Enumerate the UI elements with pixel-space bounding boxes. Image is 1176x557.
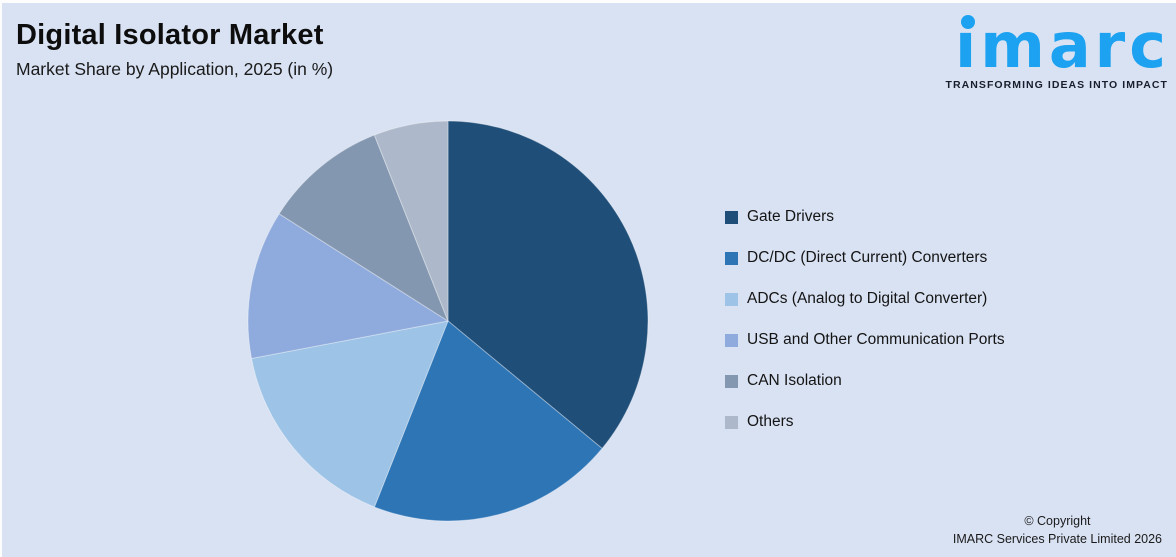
legend-swatch-icon xyxy=(725,333,738,347)
pie-chart-area xyxy=(246,119,650,523)
wordmark-text: ımarc xyxy=(954,9,1170,82)
pie-slice-gate-drivers xyxy=(447,120,649,449)
pie-slice-adcs-analog-to-digital-converter xyxy=(251,320,449,508)
logo-tagline: TRANSFORMING IDEAS INTO IMPACT xyxy=(945,79,1168,91)
legend-swatch-icon xyxy=(725,292,738,306)
legend-swatch-icon xyxy=(725,415,738,429)
legend-item: Gate Drivers xyxy=(725,208,1005,226)
legend-label: USB and Other Communication Ports xyxy=(747,331,1005,348)
copyright-line2: IMARC Services Private Limited 2026 xyxy=(952,531,1162,546)
pie-slice-can-isolation xyxy=(278,134,449,322)
legend-item: DC/DC (Direct Current) Converters xyxy=(725,249,1005,267)
logo-i-dot-icon xyxy=(960,15,975,29)
pie-slice-dc-dc-direct-current-converters xyxy=(373,320,603,522)
page-subtitle: Market Share by Application, 2025 (in %) xyxy=(16,59,334,80)
imarc-logo: ımarc TRANSFORMING IDEAS INTO IMPACT xyxy=(945,9,1170,92)
legend-label: DC/DC (Direct Current) Converters xyxy=(747,249,988,266)
legend-label: Gate Drivers xyxy=(747,208,834,225)
legend-swatch-icon xyxy=(725,251,738,265)
copyright-notice: © Copyright IMARC Services Private Limit… xyxy=(953,512,1162,548)
legend-item: USB and Other Communication Ports xyxy=(725,331,1005,349)
imarc-wordmark: ımarc xyxy=(955,9,1170,77)
copyright-line1: © Copyright xyxy=(1024,513,1091,528)
legend-swatch-icon xyxy=(725,374,738,388)
pie-chart xyxy=(247,120,649,522)
legend-item: CAN Isolation xyxy=(725,372,1005,390)
page-title: Digital Isolator Market xyxy=(16,19,324,51)
legend-label: Others xyxy=(747,413,794,430)
legend-swatch-icon xyxy=(725,210,738,224)
legend-item: Others xyxy=(725,413,1005,431)
chart-legend: Gate Drivers DC/DC (Direct Current) Conv… xyxy=(725,208,1005,431)
legend-label: ADCs (Analog to Digital Converter) xyxy=(747,290,988,307)
pie-slice-others xyxy=(373,120,449,322)
legend-item: ADCs (Analog to Digital Converter) xyxy=(725,290,1005,308)
pie-slice-usb-and-other-communication-ports xyxy=(247,213,449,359)
header: Digital Isolator Market Market Share by … xyxy=(16,17,333,80)
legend-label: CAN Isolation xyxy=(747,372,842,389)
